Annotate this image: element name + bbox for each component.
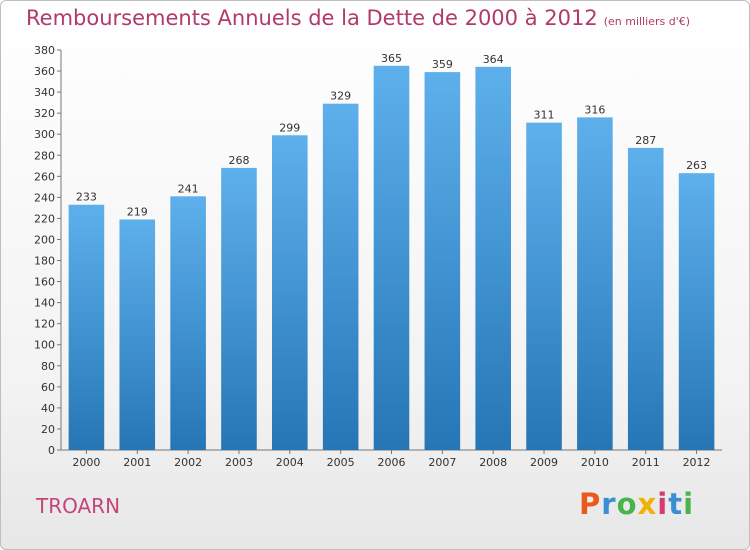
logo-letter: P (579, 487, 602, 521)
bar (577, 117, 613, 451)
bar (424, 72, 461, 451)
bar (68, 204, 105, 450)
x-tick-label: 2005 (327, 456, 355, 469)
bar-value-label: 364 (483, 53, 504, 66)
y-tick-label: 300 (34, 128, 55, 141)
x-tick-label: 2003 (225, 456, 253, 469)
y-tick-label: 0 (48, 444, 55, 457)
bar-value-label: 316 (584, 103, 605, 116)
y-tick-label: 180 (34, 255, 55, 268)
bar-value-label: 219 (127, 205, 148, 218)
y-tick-label: 380 (34, 44, 55, 57)
y-tick-label: 260 (34, 170, 55, 183)
x-tick-label: 2004 (276, 456, 304, 469)
x-tick-label: 2001 (123, 456, 151, 469)
bar-value-label: 359 (432, 58, 453, 71)
y-tick-label: 240 (34, 191, 55, 204)
y-tick-label: 120 (34, 318, 55, 331)
bar (678, 173, 715, 450)
commune-name: TROARN (36, 494, 121, 518)
chart-bars (68, 65, 715, 451)
bar-value-label: 299 (279, 121, 300, 134)
bar (170, 196, 206, 450)
y-tick-label: 40 (41, 402, 55, 415)
logo-letter: t (668, 487, 684, 521)
bar-value-label: 263 (686, 159, 707, 172)
y-tick-label: 360 (34, 65, 55, 78)
bar (119, 219, 156, 450)
x-tick-label: 2008 (479, 456, 507, 469)
bar-value-label: 233 (76, 191, 97, 204)
bar (272, 135, 308, 450)
chart-value-labels: 233 219 241 268 299 329 365 359 364 311 316 287 263 (76, 52, 707, 219)
logo-letter: o (616, 487, 638, 521)
x-tick-label: 2002 (174, 456, 202, 469)
x-tick-label: 2007 (428, 456, 456, 469)
x-tick-label: 2000 (72, 456, 100, 469)
x-tick-label: 2010 (581, 456, 609, 469)
y-tick-label: 140 (34, 297, 55, 310)
y-tick-label: 80 (41, 360, 55, 373)
chart-title: Remboursements Annuels de la Dette de 20… (26, 6, 690, 30)
logo-letter: x (637, 487, 658, 521)
y-tick-label: 60 (41, 381, 55, 394)
chart-title-text: Remboursements Annuels de la Dette de 20… (26, 6, 598, 30)
y-tick-label: 340 (34, 86, 55, 99)
bar-value-label: 365 (381, 52, 402, 65)
y-tick-label: 280 (34, 149, 55, 162)
y-tick-label: 100 (34, 339, 55, 352)
y-tick-label: 20 (41, 423, 55, 436)
logo-letter: r (601, 487, 617, 521)
bar (526, 122, 562, 450)
x-tick-label: 2006 (378, 456, 406, 469)
bar (322, 103, 359, 451)
proxiti-logo: Proxiti (579, 487, 694, 521)
y-tick-label: 200 (34, 233, 55, 246)
bar (373, 65, 410, 450)
x-tick-label: 2012 (683, 456, 711, 469)
bar-value-label: 241 (178, 182, 199, 195)
y-tick-label: 320 (34, 107, 55, 120)
bar (627, 147, 664, 451)
chart-unit: (en milliers d'€) (603, 15, 690, 28)
x-tick-label: 2011 (632, 456, 660, 469)
x-tick-label: 2009 (530, 456, 558, 469)
y-tick-label: 160 (34, 276, 55, 289)
y-tick-label: 220 (34, 212, 55, 225)
bar-value-label: 287 (635, 134, 656, 147)
bar-value-label: 268 (228, 154, 249, 167)
bar-value-label: 329 (330, 90, 351, 103)
logo-letter: i (683, 487, 695, 521)
bar (475, 66, 511, 450)
bar (221, 167, 257, 451)
logo-letter: i (657, 487, 669, 521)
bar-value-label: 311 (534, 109, 555, 122)
